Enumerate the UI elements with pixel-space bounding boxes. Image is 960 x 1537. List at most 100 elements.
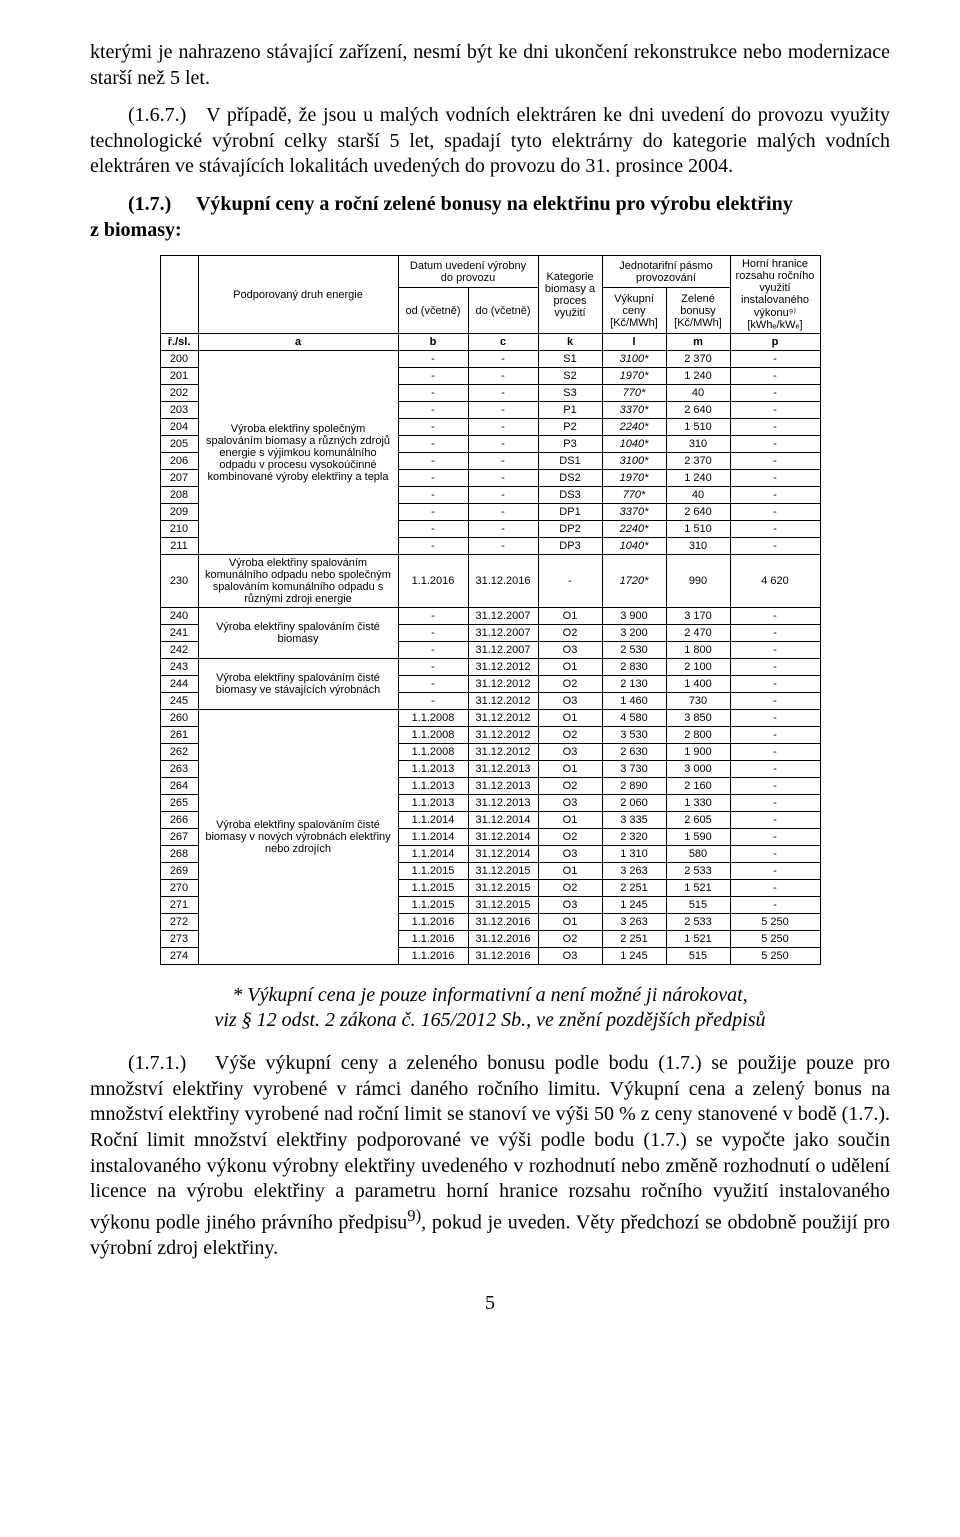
cell-c: - — [468, 436, 538, 453]
cell-p: - — [730, 351, 820, 368]
cell-p: - — [730, 368, 820, 385]
sh-rsl: ř./sl. — [160, 334, 198, 351]
row-id: 242 — [160, 642, 198, 659]
row-id: 243 — [160, 659, 198, 676]
cell-c: 31.12.2013 — [468, 778, 538, 795]
cell-l: 3 335 — [602, 812, 666, 829]
row-id: 274 — [160, 948, 198, 965]
cell-b: 1.1.2014 — [398, 829, 468, 846]
cell-b: - — [398, 538, 468, 555]
energy-kind-cell: Výroba elektřiny spalováním komunálního … — [198, 555, 398, 608]
table-header-row-1: Podporovaný druh energie Datum uvedení v… — [160, 256, 820, 288]
cell-c: 31.12.2007 — [468, 608, 538, 625]
cell-k: O3 — [538, 897, 602, 914]
cell-k: S2 — [538, 368, 602, 385]
cell-p: - — [730, 829, 820, 846]
sh-b: b — [398, 334, 468, 351]
cell-k: O1 — [538, 608, 602, 625]
row-id: 200 — [160, 351, 198, 368]
row-id: 208 — [160, 487, 198, 504]
cell-l: 2 320 — [602, 829, 666, 846]
cell-c: - — [468, 351, 538, 368]
th-category: Kategorie biomasy a proces využití — [538, 256, 602, 334]
cell-c: - — [468, 487, 538, 504]
row-id: 210 — [160, 521, 198, 538]
cell-m: 1 590 — [666, 829, 730, 846]
cell-p: - — [730, 812, 820, 829]
cell-b: 1.1.2008 — [398, 710, 468, 727]
cell-k: O3 — [538, 642, 602, 659]
cell-l: 1970* — [602, 470, 666, 487]
cell-m: 310 — [666, 436, 730, 453]
cell-c: 31.12.2014 — [468, 812, 538, 829]
row-id: 268 — [160, 846, 198, 863]
cell-c: 31.12.2015 — [468, 897, 538, 914]
cell-m: 730 — [666, 693, 730, 710]
cell-c: 31.12.2016 — [468, 931, 538, 948]
cell-l: 770* — [602, 385, 666, 402]
cell-p: - — [730, 880, 820, 897]
cell-l: 1040* — [602, 538, 666, 555]
cell-p: - — [730, 642, 820, 659]
row-id: 244 — [160, 676, 198, 693]
sh-m: m — [666, 334, 730, 351]
cell-c: 31.12.2014 — [468, 829, 538, 846]
cell-b: - — [398, 676, 468, 693]
page-number: 5 — [90, 1292, 890, 1315]
th-zel: Zelené bonusy [Kč/MWh] — [666, 288, 730, 334]
cell-l: 3 530 — [602, 727, 666, 744]
table-body: 200Výroba elektřiny společným spalováním… — [160, 351, 820, 965]
cell-l: 1720* — [602, 555, 666, 608]
sh-k: k — [538, 334, 602, 351]
row-id: 269 — [160, 863, 198, 880]
cell-c: - — [468, 385, 538, 402]
cell-b: - — [398, 625, 468, 642]
cell-m: 515 — [666, 948, 730, 965]
cell-c: 31.12.2012 — [468, 676, 538, 693]
cell-p: - — [730, 402, 820, 419]
cell-m: 40 — [666, 487, 730, 504]
cell-b: - — [398, 693, 468, 710]
row-id: 271 — [160, 897, 198, 914]
cell-p: - — [730, 436, 820, 453]
table-row: 260Výroba elektřiny spalováním čisté bio… — [160, 710, 820, 727]
row-id: 206 — [160, 453, 198, 470]
cell-l: 3 200 — [602, 625, 666, 642]
cell-c: 31.12.2012 — [468, 659, 538, 676]
cell-k: O3 — [538, 795, 602, 812]
cell-b: 1.1.2016 — [398, 948, 468, 965]
clause-body: Výše výkupní ceny a zeleného bonusu podl… — [90, 1052, 890, 1233]
cell-l: 2 530 — [602, 642, 666, 659]
row-id: 272 — [160, 914, 198, 931]
cell-k: O2 — [538, 931, 602, 948]
row-id: 207 — [160, 470, 198, 487]
th-date-group: Datum uvedení výrobny do provozu — [398, 256, 538, 288]
cell-p: - — [730, 761, 820, 778]
cell-m: 2 640 — [666, 504, 730, 521]
row-id: 209 — [160, 504, 198, 521]
cell-l: 1970* — [602, 368, 666, 385]
cell-k: O3 — [538, 693, 602, 710]
paragraph-1-6-7: (1.6.7.) V případě, že jsou u malých vod… — [90, 103, 890, 180]
cell-p: 5 250 — [730, 931, 820, 948]
cell-c: 31.12.2016 — [468, 555, 538, 608]
cell-m: 2 533 — [666, 863, 730, 880]
cell-c: - — [468, 368, 538, 385]
document-page: kterými je nahrazeno stávající zařízení,… — [0, 0, 960, 1365]
cell-m: 515 — [666, 897, 730, 914]
cell-p: - — [730, 470, 820, 487]
cell-l: 2 251 — [602, 880, 666, 897]
cell-p: 5 250 — [730, 914, 820, 931]
cell-b: - — [398, 453, 468, 470]
row-id: 201 — [160, 368, 198, 385]
row-id: 240 — [160, 608, 198, 625]
cell-m: 1 510 — [666, 419, 730, 436]
cell-c: 31.12.2013 — [468, 761, 538, 778]
sh-a: a — [198, 334, 398, 351]
cell-b: 1.1.2015 — [398, 880, 468, 897]
cell-p: - — [730, 419, 820, 436]
sh-p: p — [730, 334, 820, 351]
cell-m: 1 900 — [666, 744, 730, 761]
th-blank — [160, 256, 198, 334]
row-id: 270 — [160, 880, 198, 897]
